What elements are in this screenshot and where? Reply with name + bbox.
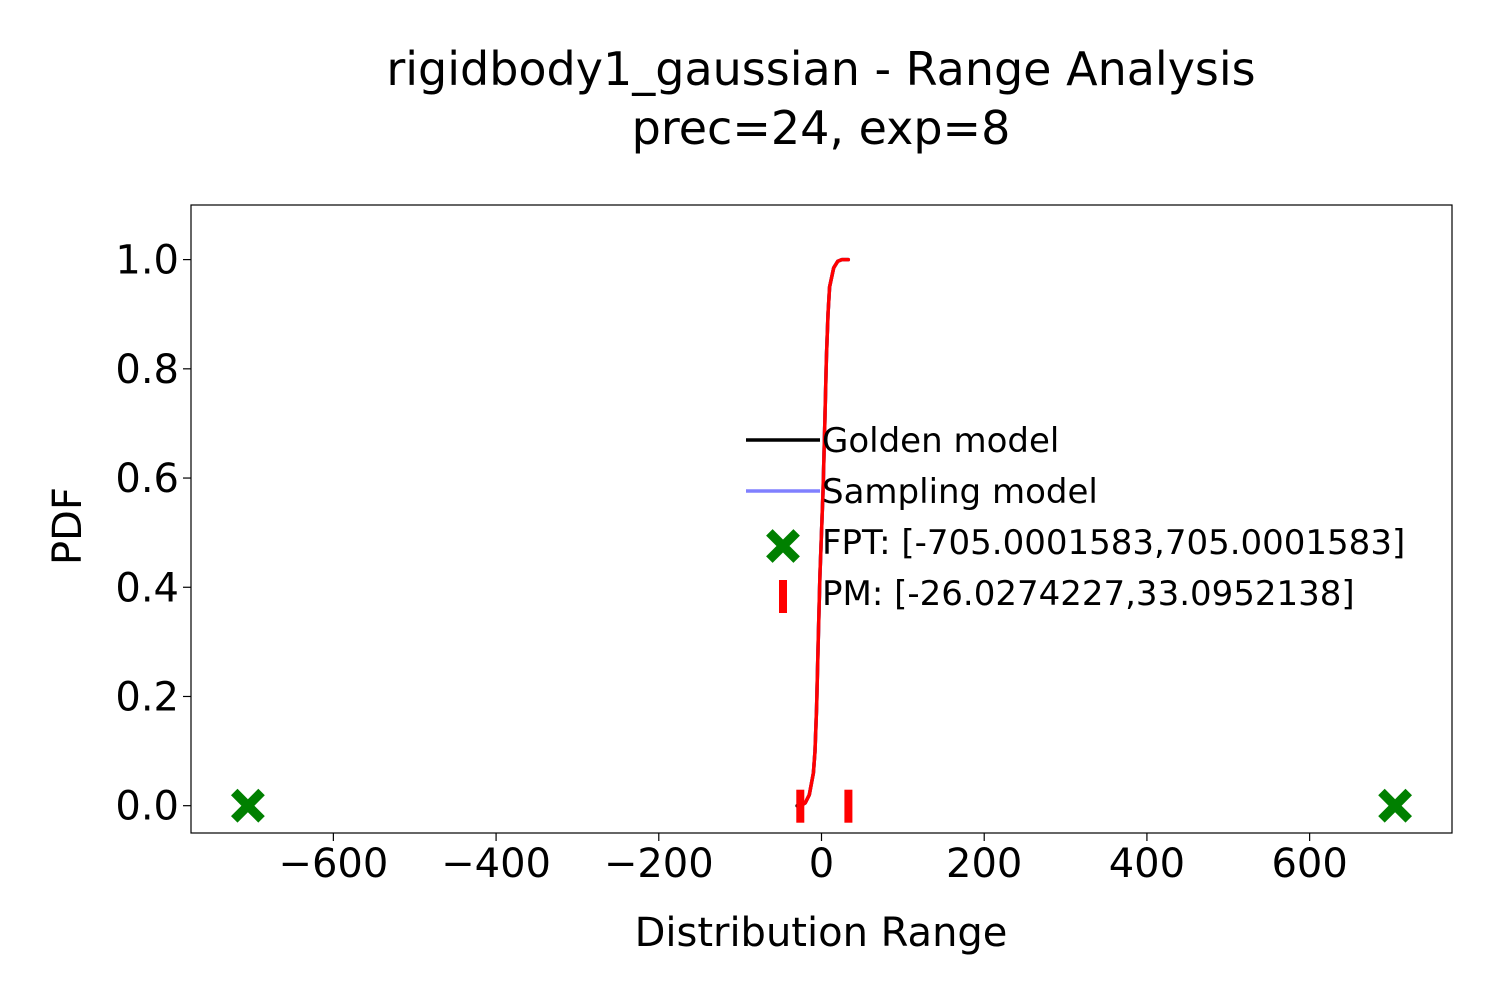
x-tick-label: −600	[278, 841, 388, 887]
legend-label-sampling-model: Sampling model	[822, 472, 1098, 512]
x-tick-label: 400	[1109, 841, 1185, 887]
x-tick-label: −400	[441, 841, 551, 887]
y-tick-label: 0.8	[115, 347, 179, 393]
pm-marker	[796, 789, 805, 823]
legend: Golden model Sampling model FPT: [-705.0…	[746, 421, 1405, 614]
chart-subtitle: prec=24, exp=8	[632, 101, 1011, 155]
y-axis-ticks: 0.0 0.2 0.4 0.6 0.8 1.0	[115, 238, 191, 830]
fpt-marker	[1378, 788, 1412, 823]
series-line-overlay-2	[798, 257, 851, 808]
marker-layer	[231, 788, 1412, 823]
chart-title: rigidbody1_gaussian - Range Analysis	[386, 42, 1255, 96]
legend-label-fpt: FPT: [-705.0001583,705.0001583]	[822, 523, 1405, 563]
legend-label-golden-model: Golden model	[822, 421, 1059, 461]
x-axis-label: Distribution Range	[635, 910, 1008, 956]
x-tick-label: 600	[1271, 841, 1347, 887]
legend-label-pm: PM: [-26.0274227,33.0952138]	[822, 574, 1355, 614]
y-tick-label: 0.6	[115, 456, 179, 502]
x-tick-label: 0	[809, 841, 834, 887]
x-tick-label: 200	[946, 841, 1022, 887]
y-tick-label: 0.2	[115, 674, 179, 720]
x-tick-label: −200	[604, 841, 714, 887]
legend-swatch-fpt-marker	[766, 529, 800, 563]
y-tick-label: 0.4	[115, 565, 179, 611]
pm-marker	[844, 789, 853, 823]
y-axis-label: PDF	[45, 487, 91, 565]
y-tick-label: 0.0	[115, 784, 179, 830]
y-tick-label: 1.0	[115, 238, 179, 284]
series-layer	[795, 257, 851, 808]
fpt-marker	[231, 788, 265, 823]
x-axis-ticks: −600 −400 −200 0 200 400 600	[278, 833, 1348, 887]
legend-swatch-pm-marker	[779, 580, 787, 613]
